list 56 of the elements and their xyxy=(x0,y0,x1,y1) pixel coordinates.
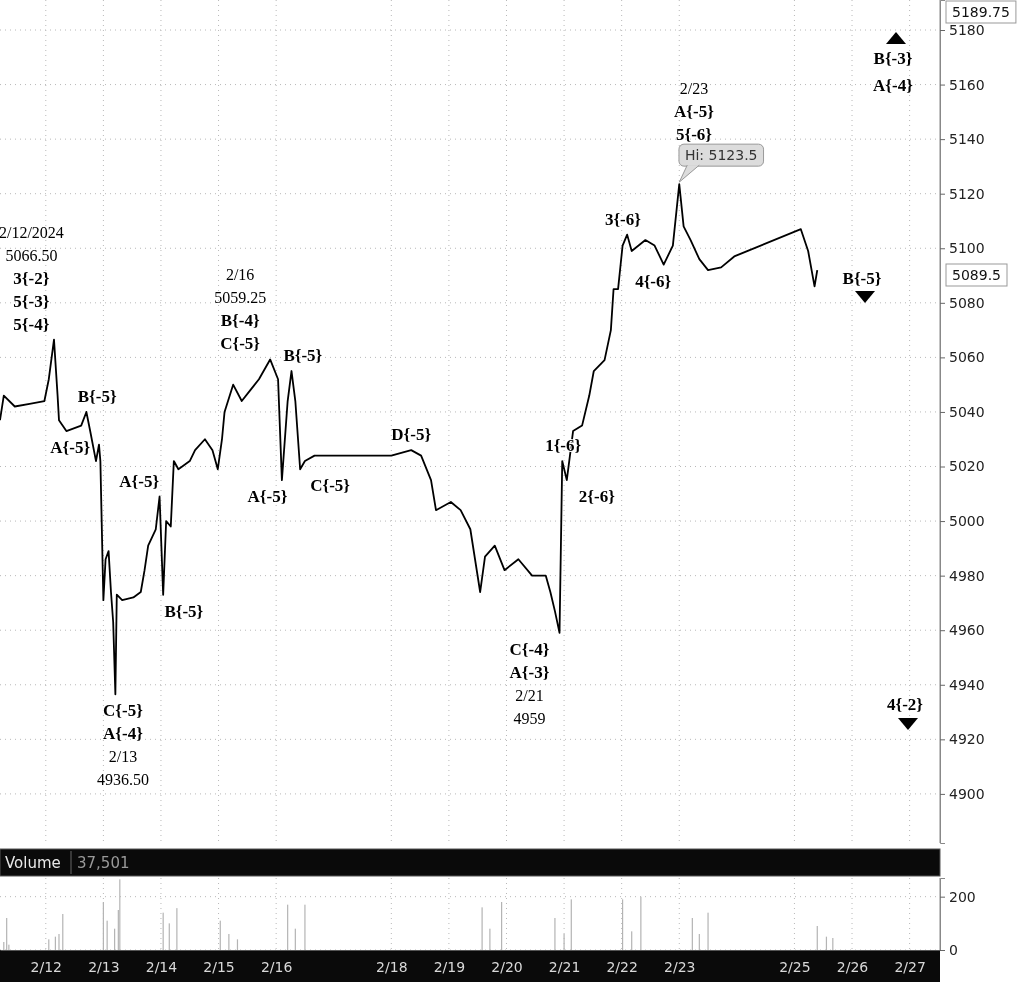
chart-title: Volume xyxy=(5,854,61,872)
annotation: D{-5} xyxy=(391,425,432,445)
x-tick-label: 2/16 xyxy=(260,958,293,975)
y-tick-label: 5140 xyxy=(949,131,985,148)
annotation: B{-3} xyxy=(873,49,913,68)
y-tick-label: 0 xyxy=(949,941,958,958)
x-tick-label: 2/18 xyxy=(376,958,408,975)
y-tick-label: 5000 xyxy=(949,513,985,530)
annotation: Hi: 5123.5 xyxy=(684,147,758,164)
annotation: 2/12/2024 5066.50 3{-2} 5{-3} 5{-4} xyxy=(0,223,64,334)
annotation: A{-4} xyxy=(873,76,914,95)
y-tick-label: 200 xyxy=(949,888,976,905)
y-tick-label: 5120 xyxy=(949,185,985,202)
x-tick-label: 2/25 xyxy=(779,958,811,975)
annotation: 4{-2} xyxy=(886,695,924,714)
annotation: B{-5} xyxy=(77,386,117,406)
x-tick-label: 2/20 xyxy=(491,958,523,975)
y-tick-label: 4980 xyxy=(949,567,985,584)
y-tick-label: 5100 xyxy=(949,240,985,257)
x-tick-label: 2/27 xyxy=(894,958,926,975)
annotation: A{-5} xyxy=(50,438,91,458)
annotation: A{-5} xyxy=(119,471,160,491)
y-tick-label: 4900 xyxy=(949,785,985,802)
annotation: B{-5} xyxy=(164,601,204,621)
x-tick-label: 2/23 xyxy=(664,958,696,975)
annotation: B{-5} xyxy=(842,269,882,288)
annotation: C{-5} xyxy=(310,476,351,496)
y-tick-label: 4940 xyxy=(949,676,985,693)
annotation: 2{-6} xyxy=(578,487,616,507)
y-tick-label: 5160 xyxy=(949,76,985,93)
text: 5189.75 xyxy=(952,4,1010,20)
annotation: 3{-6} xyxy=(604,209,642,229)
annotation: C{-5} A{-4} 2/13 4936.50 xyxy=(96,701,149,789)
annotation: 2/16 5059.25 B{-4} C{-5} xyxy=(214,266,267,354)
x-tick-label: 2/21 xyxy=(548,958,581,975)
x-tick-label: 2/13 xyxy=(88,958,120,975)
x-tick-label: 2/26 xyxy=(836,958,869,975)
y-tick-label: 5180 xyxy=(949,21,985,38)
x-tick-label: 2/22 xyxy=(606,958,638,975)
y-tick-label: 5080 xyxy=(949,294,985,311)
text: 5089.5 xyxy=(952,267,1001,283)
y-tick-label: 4920 xyxy=(949,731,985,748)
y-tick-label: 5060 xyxy=(949,349,985,366)
x-tick-label: 2/14 xyxy=(145,958,178,975)
annotation: 4{-6} xyxy=(635,271,672,291)
x-tick-label: 2/12 xyxy=(30,958,63,975)
annotation: 2/23 A{-5} 5{-6} xyxy=(674,80,715,145)
annotation: C{-4} A{-3} 2/21 4959 xyxy=(509,639,550,727)
y-tick-label: 4960 xyxy=(949,622,985,639)
text: 37,501 xyxy=(77,854,130,872)
x-tick-label: 2/19 xyxy=(433,958,466,975)
annotation: B{-5} xyxy=(283,346,323,366)
y-tick-label: 5020 xyxy=(949,458,985,475)
y-tick-label: 5040 xyxy=(949,403,985,420)
annotation: A{-5} xyxy=(247,487,288,507)
x-tick-label: 2/15 xyxy=(203,958,235,975)
